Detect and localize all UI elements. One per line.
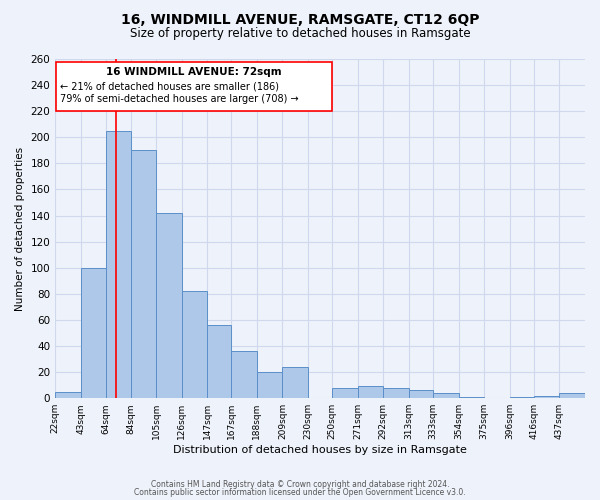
Text: Contains HM Land Registry data © Crown copyright and database right 2024.: Contains HM Land Registry data © Crown c… [151,480,449,489]
Bar [358,386,383,398]
Text: Contains public sector information licensed under the Open Government Licence v3: Contains public sector information licen… [134,488,466,497]
Text: ← 21% of detached houses are smaller (186): ← 21% of detached houses are smaller (18… [60,81,279,91]
Bar [257,372,283,398]
Bar [131,150,156,398]
Bar [283,367,308,398]
Text: 79% of semi-detached houses are larger (708) →: 79% of semi-detached houses are larger (… [60,94,299,104]
Bar [409,390,433,398]
X-axis label: Distribution of detached houses by size in Ramsgate: Distribution of detached houses by size … [173,445,467,455]
Bar [182,291,207,398]
Bar [80,268,106,398]
Bar [509,397,534,398]
Bar [207,325,232,398]
Bar [559,393,585,398]
Y-axis label: Number of detached properties: Number of detached properties [15,146,25,310]
Text: Size of property relative to detached houses in Ramsgate: Size of property relative to detached ho… [130,28,470,40]
Bar [534,396,559,398]
Bar [458,397,484,398]
Bar [232,351,257,398]
Bar [55,392,80,398]
Bar [383,388,409,398]
Bar [106,131,131,398]
Bar [332,388,358,398]
Bar [156,213,182,398]
Text: 16 WINDMILL AVENUE: 72sqm: 16 WINDMILL AVENUE: 72sqm [106,67,282,77]
FancyBboxPatch shape [56,62,332,111]
Bar [433,393,458,398]
Text: 16, WINDMILL AVENUE, RAMSGATE, CT12 6QP: 16, WINDMILL AVENUE, RAMSGATE, CT12 6QP [121,12,479,26]
